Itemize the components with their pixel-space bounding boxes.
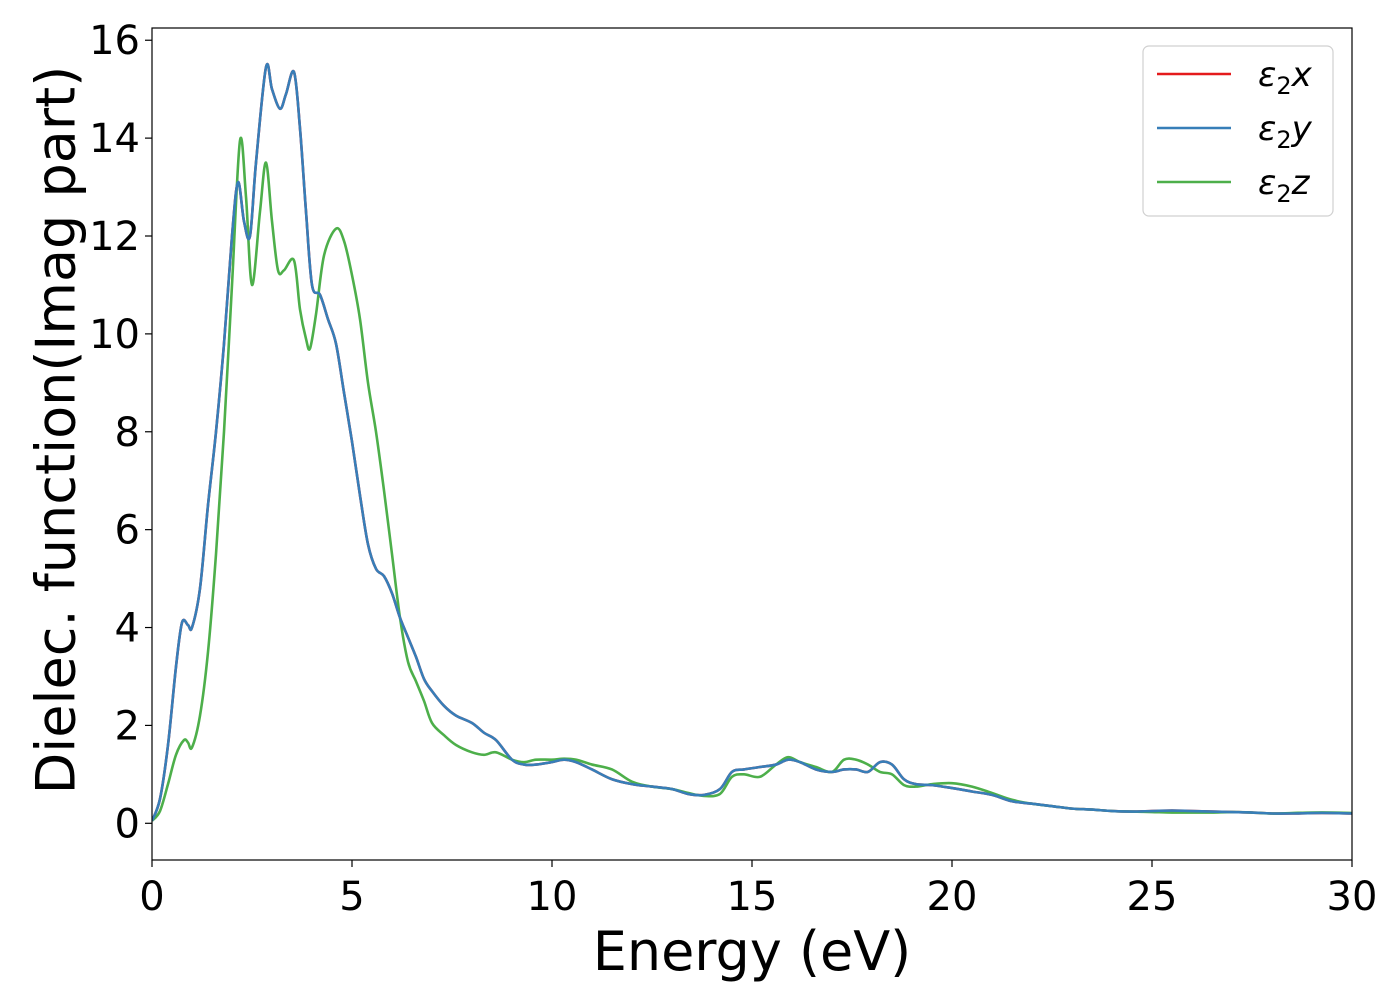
legend-label-z: ε2z <box>1258 163 1311 208</box>
y-tick-label: 12 <box>89 214 140 260</box>
y-tick-label: 8 <box>115 410 140 456</box>
x-tick-label: 30 <box>1327 874 1378 920</box>
series-line-y <box>152 63 1352 822</box>
x-tick-label: 5 <box>339 874 364 920</box>
x-axis-title: Energy (eV) <box>593 920 912 983</box>
x-tick-label: 15 <box>727 874 778 920</box>
x-tick-label: 0 <box>139 874 164 920</box>
x-tick-label: 10 <box>527 874 578 920</box>
legend-label-y: ε2y <box>1258 109 1313 154</box>
ticks-layer: 0 5 10 15 20 25 30 0 2 4 6 8 10 12 14 16 <box>89 18 1377 920</box>
x-tick-label: 20 <box>927 874 978 920</box>
y-tick-label: 10 <box>89 312 140 358</box>
y-tick-label: 6 <box>115 508 140 554</box>
legend-box <box>1142 45 1334 217</box>
y-tick-label: 16 <box>89 18 140 64</box>
y-tick-label: 2 <box>115 703 140 749</box>
series-layer <box>152 63 1352 822</box>
legend: ε2x ε2y ε2z <box>1142 45 1334 217</box>
series-line-z <box>152 136 1352 822</box>
x-tick-label: 25 <box>1127 874 1178 920</box>
y-tick-label: 14 <box>89 116 140 162</box>
y-tick-label: 4 <box>115 606 140 652</box>
y-axis-title: Dielec. function(Imag part) <box>25 66 88 795</box>
legend-label-x: ε2x <box>1258 55 1313 100</box>
y-tick-label: 0 <box>115 801 140 847</box>
